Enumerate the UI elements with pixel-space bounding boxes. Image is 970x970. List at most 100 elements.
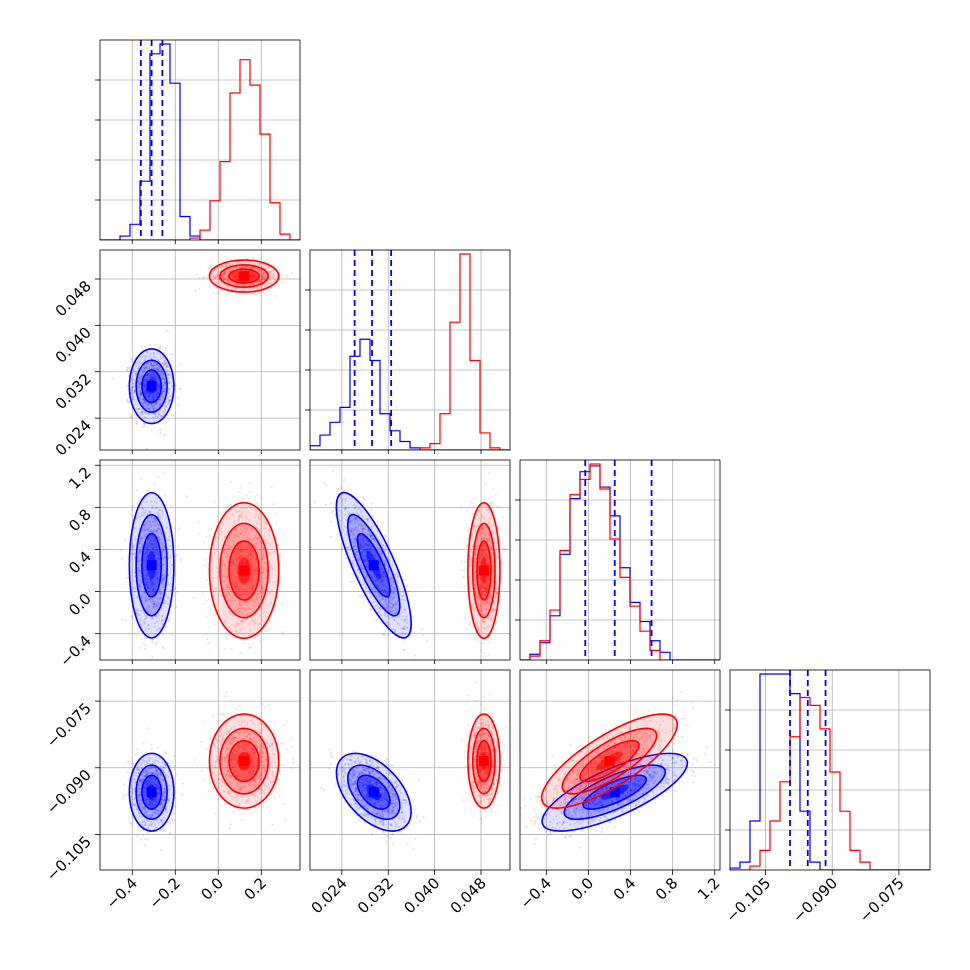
sample-point [167, 419, 171, 422]
sample-point [383, 633, 386, 636]
sample-point [163, 555, 166, 558]
sample-point [164, 407, 167, 411]
sample-point [233, 563, 236, 566]
sample-point [252, 275, 255, 278]
sample-point [479, 552, 482, 555]
sample-point [232, 583, 235, 586]
sample-point [137, 567, 140, 570]
sample-point [143, 571, 146, 574]
sample-point [253, 637, 256, 640]
sample-point [232, 560, 235, 563]
sample-point [241, 283, 244, 286]
sample-point [367, 520, 370, 523]
sample-point [126, 576, 129, 579]
sample-point [130, 358, 133, 361]
sample-point [353, 538, 356, 541]
sample-point [380, 595, 383, 598]
sample-point [253, 267, 256, 270]
sample-point [231, 562, 235, 565]
sample-point [142, 573, 146, 576]
sample-point [222, 282, 225, 286]
sample-point [226, 286, 229, 289]
sample-point [379, 589, 383, 592]
sample-point [164, 366, 168, 369]
sample-point [463, 584, 467, 588]
sample-point [152, 600, 155, 603]
sample-point [282, 562, 285, 565]
sample-point [141, 411, 144, 414]
sample-point [225, 280, 229, 283]
sample-point [237, 518, 241, 521]
sample-point [387, 552, 390, 555]
sample-point [366, 548, 369, 551]
sample-point [364, 543, 368, 546]
sample-point [149, 352, 152, 356]
sample-point [367, 533, 370, 536]
sample-point [402, 619, 406, 622]
sample-point [136, 383, 139, 386]
sample-point [146, 546, 149, 549]
sample-point [252, 537, 256, 540]
sample-point [154, 551, 157, 554]
sample-point [393, 618, 396, 622]
sample-point [147, 549, 150, 552]
sample-point [254, 545, 257, 549]
sample-point [264, 519, 267, 522]
sample-point [344, 508, 347, 511]
sample-point [486, 579, 490, 582]
sample-point [155, 402, 158, 405]
sample-point [154, 579, 157, 582]
sample-point [156, 415, 159, 419]
sample-point [256, 593, 259, 596]
sample-point [363, 546, 366, 550]
sample-point [222, 581, 226, 584]
sample-point [414, 654, 417, 657]
sample-point [242, 548, 246, 551]
sample-point [369, 585, 373, 588]
sample-point [133, 526, 136, 530]
sample-point [241, 266, 244, 269]
sample-point [380, 589, 383, 592]
sample-point [254, 583, 257, 586]
sample-point [385, 594, 388, 597]
sample-point [377, 592, 380, 595]
sample-point [140, 373, 143, 376]
sample-point [402, 626, 405, 630]
sample-point [206, 616, 209, 619]
sample-point [225, 575, 228, 578]
sample-point [241, 618, 244, 621]
sample-point [374, 540, 377, 543]
sample-point [484, 620, 487, 623]
sample-point [373, 589, 376, 592]
sample-point [379, 567, 382, 570]
sample-point [425, 640, 428, 643]
sample-point [245, 594, 249, 597]
sample-point [156, 629, 159, 632]
sample-point [150, 370, 153, 373]
sample-point [387, 633, 390, 637]
sample-point [155, 529, 158, 532]
sample-point [232, 571, 236, 574]
sample-point [381, 567, 384, 571]
sample-point [154, 545, 157, 548]
sample-point [399, 661, 401, 663]
sample-point [249, 550, 252, 553]
sample-point [360, 547, 363, 550]
sample-point [145, 555, 148, 558]
sample-point [235, 631, 238, 634]
sample-point [260, 586, 264, 590]
sample-point [154, 376, 157, 379]
sample-point [249, 576, 252, 579]
sample-point [133, 389, 136, 392]
sample-point [153, 378, 157, 381]
sample-point [386, 584, 390, 587]
sample-point [170, 376, 173, 379]
sample-point [242, 283, 245, 286]
sample-point [157, 527, 160, 530]
sample-point [494, 592, 498, 595]
sample-point [403, 628, 406, 631]
sample-point [233, 537, 236, 540]
sample-point [265, 603, 268, 607]
sample-point [143, 578, 146, 581]
sample-point [259, 286, 262, 289]
